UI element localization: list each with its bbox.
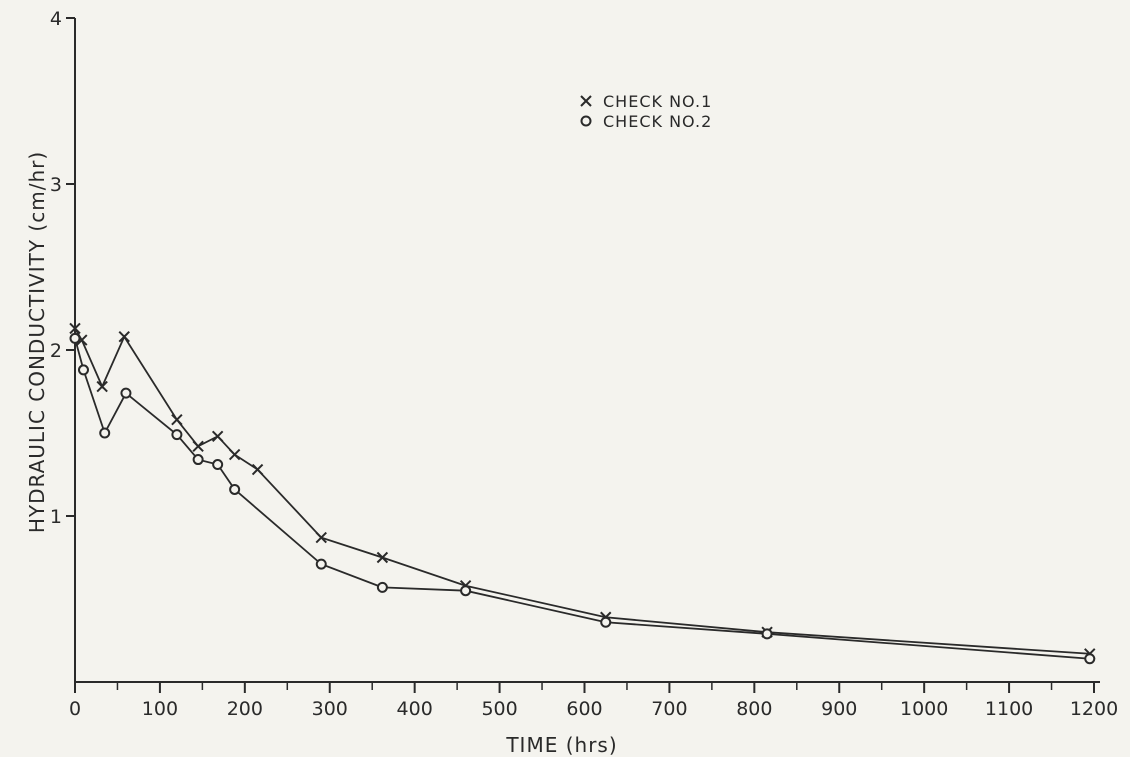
y-tick-label: 2 [50,340,62,362]
y-tick-label: 3 [50,174,62,196]
data-point-check-2 [229,483,241,495]
data-point-check-2 [99,427,111,439]
x-tick-label: 300 [312,698,348,720]
series-2 [69,332,1096,665]
legend: CHECK NO.1 CHECK NO.2 [580,92,712,131]
x-tick-label: 200 [227,698,263,720]
data-point-check-2 [600,616,612,628]
x-tick-label: 1100 [985,698,1033,720]
legend-label-check-2: CHECK NO.2 [603,112,712,131]
data-point-check-1 [69,322,81,335]
legend-marker-check-1 [580,95,592,107]
x-tick-label: 500 [481,698,517,720]
legend-label-check-1: CHECK NO.1 [603,92,712,111]
data-point-check-1 [118,331,130,343]
y-tick-label: 4 [50,8,62,30]
data-point-check-2 [460,585,472,597]
x-tick-label: 1000 [900,698,948,720]
data-point-check-2 [192,454,204,466]
data-point-check-2 [315,558,327,570]
data-point-check-1 [96,380,108,393]
x-tick-label: 400 [397,698,433,720]
data-point-check-2 [77,364,89,376]
series-line-1 [74,327,1090,655]
data-point-check-2 [120,387,132,399]
data-point-check-2 [212,459,224,471]
x-tick-label: 900 [821,698,857,720]
data-point-check-1 [171,414,183,426]
series-1 [69,322,1096,660]
data-point-check-1 [315,531,327,544]
x-tick-label: 100 [142,698,178,720]
data-point-check-1 [251,463,264,476]
x-tick-label: 600 [566,698,602,720]
data-point-check-2 [376,581,388,593]
data-point-check-1 [211,430,224,443]
x-ticks: 0 100 200 300 400 500 600 700 800 900 1000 1100 1200 [69,682,1118,720]
data-point-check-2 [761,628,773,640]
data-point-check-1 [192,440,204,452]
series-layer [69,322,1096,665]
x-tick-label: 800 [736,698,772,720]
x-tick-label: 1200 [1070,698,1118,720]
x-tick-label: 0 [69,698,81,720]
x-axis-title: TIME (hrs) [505,733,617,757]
y-tick-label: 1 [50,506,62,528]
series-line-2 [74,338,1090,660]
x-tick-label: 700 [651,698,687,720]
y-axis-title: HYDRAULIC CONDUCTIVITY (cm/hr) [25,151,49,533]
legend-marker-check-2 [580,115,592,127]
data-point-check-1 [228,448,241,461]
data-point-check-2 [69,332,81,344]
data-point-check-2 [1084,653,1096,665]
data-point-check-2 [171,429,183,441]
y-ticks: 1 2 3 4 [50,8,75,528]
data-point-check-1 [376,551,389,564]
